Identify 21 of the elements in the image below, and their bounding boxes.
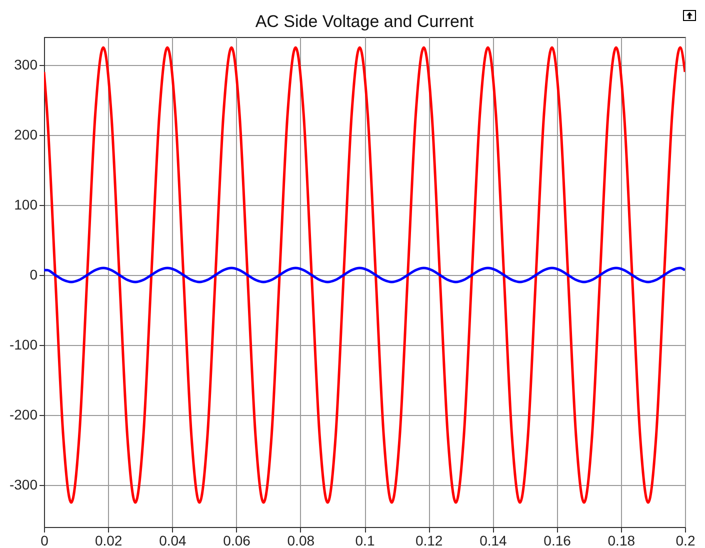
y-tick-label: 300: [14, 56, 38, 72]
line-series: [44, 46, 685, 504]
x-tick-label: 0.08: [287, 532, 315, 548]
x-tick-label: 0.12: [415, 532, 443, 548]
x-tick-label: 0.2: [676, 532, 696, 548]
x-tick-label: 0.04: [159, 532, 187, 548]
chart-title: AC Side Voltage and Current: [255, 12, 474, 31]
x-tick-label: 0.18: [608, 532, 636, 548]
x-tick-label: 0.1: [355, 532, 375, 548]
y-tick-label: -100: [9, 336, 38, 352]
y-tick-label: 0: [30, 266, 38, 282]
y-tick-label: -200: [9, 406, 38, 422]
x-tick-label: 0: [40, 532, 49, 548]
x-tick-label: 0.14: [480, 532, 508, 548]
x-tick-label: 0.16: [544, 532, 572, 548]
y-tick-label: 200: [14, 126, 38, 142]
line-series: [44, 266, 685, 284]
y-tick-label: 100: [14, 196, 38, 212]
x-tick-label: 0.06: [223, 532, 251, 548]
y-tick-label: -300: [9, 476, 38, 492]
x-tick-label: 0.02: [94, 532, 122, 548]
